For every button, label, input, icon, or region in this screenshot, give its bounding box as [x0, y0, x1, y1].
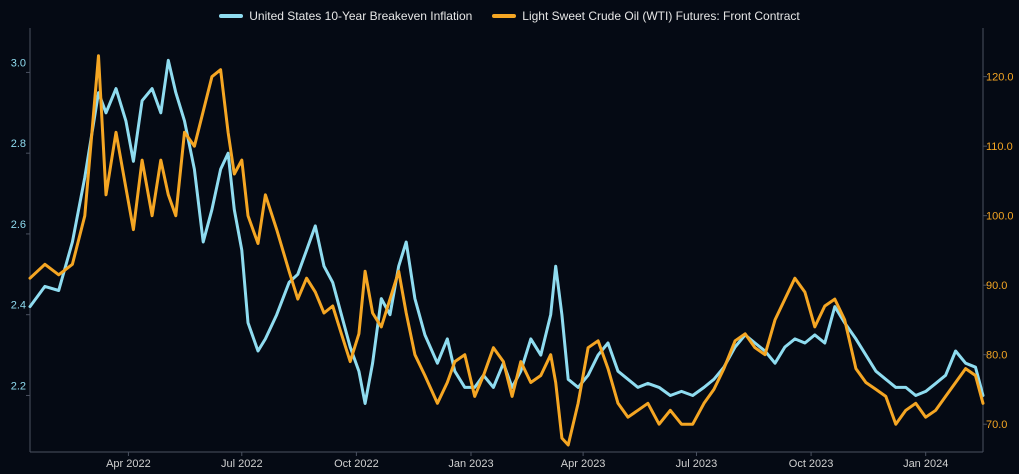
y-right-tick-label: 80.0 — [986, 350, 1007, 362]
legend-item-breakeven[interactable]: United States 10-Year Breakeven Inflatio… — [219, 9, 472, 23]
series-line-oil — [28, 54, 985, 447]
x-tick-label: Jul 2023 — [676, 458, 718, 470]
x-tick-label: Jan 2023 — [448, 458, 493, 470]
legend-swatch-oil — [492, 14, 517, 18]
x-tick-label: Oct 2023 — [789, 458, 834, 470]
legend-label-oil: Light Sweet Crude Oil (WTI) Futures: Fro… — [522, 9, 800, 23]
x-tick-label: Jul 2022 — [221, 458, 263, 470]
legend-swatch-breakeven — [219, 14, 244, 18]
y-right-tick-label: 120.0 — [986, 72, 1014, 84]
legend-label-breakeven: United States 10-Year Breakeven Inflatio… — [249, 9, 473, 23]
x-tick-label: Oct 2022 — [334, 458, 379, 470]
y-left-tick-label: 2.6 — [11, 219, 26, 231]
x-tick-label: Apr 2023 — [561, 458, 606, 470]
y-left-tick-label: 3.0 — [11, 57, 26, 69]
y-left-tick-label: 2.2 — [11, 380, 26, 392]
y-right-tick-label: 70.0 — [986, 419, 1007, 431]
series-line-breakeven — [28, 58, 985, 405]
legend-item-oil[interactable]: Light Sweet Crude Oil (WTI) Futures: Fro… — [492, 9, 800, 23]
y-left-tick-label: 2.4 — [11, 300, 26, 312]
y-right-tick-label: 90.0 — [986, 280, 1007, 292]
x-tick-label: Apr 2022 — [106, 458, 151, 470]
y-right-tick-label: 100.0 — [986, 211, 1014, 223]
legend: United States 10-Year Breakeven Inflatio… — [0, 9, 1019, 23]
y-left-tick-label: 2.8 — [11, 138, 26, 150]
y-right-tick-label: 110.0 — [986, 141, 1013, 153]
x-tick-label: Jan 2024 — [903, 458, 948, 470]
